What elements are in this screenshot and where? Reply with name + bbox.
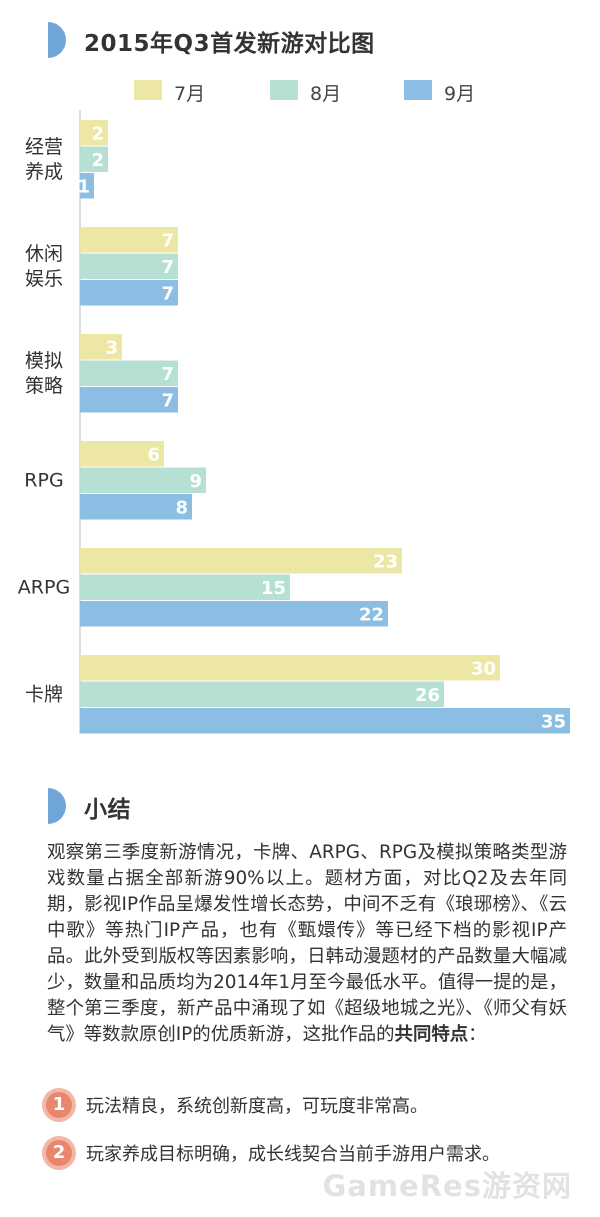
- bar: [80, 360, 178, 386]
- category-label: ARPG: [18, 576, 70, 598]
- bar: [80, 681, 444, 707]
- bar-value-label: 8: [175, 497, 188, 518]
- bar-value-label: 15: [261, 578, 286, 599]
- bar: [80, 120, 108, 146]
- bar-value-label: 1: [77, 176, 90, 197]
- bar-value-label: 30: [471, 658, 496, 679]
- bar: [80, 280, 178, 306]
- legend-swatch-sep: [404, 80, 432, 100]
- bar-value-label: 2: [91, 150, 104, 171]
- bar: [80, 574, 290, 600]
- summary-tail: ：: [468, 1024, 487, 1045]
- summary-heading: 小结: [84, 797, 131, 823]
- bar: [80, 441, 164, 467]
- bar-value-label: 26: [415, 685, 440, 706]
- bar-value-label: 9: [189, 471, 202, 492]
- badge-number: 2: [46, 1140, 72, 1166]
- chart-title: 2015年Q3首发新游对比图: [84, 31, 375, 57]
- bar: [80, 655, 500, 681]
- bar: [80, 601, 388, 627]
- bar: [80, 467, 206, 493]
- summary-paragraph: 观察第三季度新游情况，卡牌、ARPG、RPG及模拟策略类型游戏数量占据全部新游9…: [47, 840, 567, 1048]
- bar-value-label: 7: [161, 283, 174, 304]
- bar-value-label: 3: [105, 337, 118, 358]
- bar: [80, 227, 178, 253]
- bar: [80, 387, 178, 413]
- bar-value-label: 7: [161, 390, 174, 411]
- bar-value-label: 23: [373, 551, 398, 572]
- watermark: GameRes游资网: [322, 1169, 572, 1203]
- category-label: RPG: [24, 469, 63, 491]
- point-text: 玩法精良，系统创新度高，可玩度非常高。: [86, 1096, 428, 1117]
- bar: [80, 708, 570, 734]
- bar: [80, 253, 178, 279]
- bar: [80, 548, 402, 574]
- bar-value-label: 7: [161, 257, 174, 278]
- bar-value-label: 2: [91, 123, 104, 144]
- category-label: 经营养成: [25, 136, 63, 183]
- number-two-badge-icon: 2: [42, 1136, 76, 1170]
- bar-value-label: 7: [161, 230, 174, 251]
- title-accent-icon: [48, 22, 66, 58]
- bar: [80, 334, 122, 360]
- legend-swatch-aug: [270, 80, 298, 100]
- legend-label-jul: 7月: [174, 83, 206, 105]
- bar-value-label: 35: [541, 711, 566, 732]
- summary-accent-icon: [48, 788, 66, 824]
- category-label: 卡牌: [25, 683, 63, 705]
- bar-value-label: 6: [147, 444, 160, 465]
- legend-swatch-jul: [134, 80, 162, 100]
- badge-number: 1: [46, 1092, 72, 1118]
- bar: [80, 494, 192, 520]
- bar-value-label: 7: [161, 364, 174, 385]
- bar-chart: 经营养成221休闲娱乐777模拟策略377RPG698ARPG231522卡牌3…: [18, 110, 570, 734]
- category-label: 休闲娱乐: [25, 243, 63, 290]
- number-one-badge-icon: 1: [42, 1088, 76, 1122]
- category-label: 模拟策略: [25, 350, 63, 397]
- legend-label-sep: 9月: [444, 83, 476, 105]
- point-text: 玩家养成目标明确，成长线契合当前手游用户需求。: [86, 1144, 500, 1165]
- bar: [80, 173, 94, 199]
- bar-value-label: 22: [359, 604, 384, 625]
- bar: [80, 146, 108, 172]
- legend-label-aug: 8月: [310, 83, 342, 105]
- summary-text: 观察第三季度新游情况，卡牌、ARPG、RPG及模拟策略类型游戏数量占据全部新游9…: [47, 842, 567, 1045]
- summary-emphasis: 共同特点: [394, 1024, 469, 1045]
